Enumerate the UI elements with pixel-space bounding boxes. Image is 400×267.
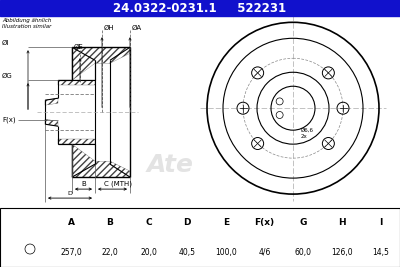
Text: 4/6: 4/6 <box>258 248 271 257</box>
Text: F(x): F(x) <box>2 117 16 123</box>
Text: 20,0: 20,0 <box>140 248 157 257</box>
Text: 2x: 2x <box>301 134 308 139</box>
Text: ØE: ØE <box>74 44 84 50</box>
Text: C: C <box>145 218 152 227</box>
Text: I: I <box>379 218 382 227</box>
Text: H: H <box>338 218 346 227</box>
Text: 40,5: 40,5 <box>179 248 196 257</box>
Text: G: G <box>300 218 307 227</box>
Text: ØH: ØH <box>104 25 115 31</box>
Text: ØG: ØG <box>2 73 13 79</box>
Text: Illustration similar: Illustration similar <box>2 24 51 29</box>
Text: 22,0: 22,0 <box>102 248 118 257</box>
Text: A: A <box>68 218 75 227</box>
Text: 14,5: 14,5 <box>372 248 389 257</box>
Text: 60,0: 60,0 <box>295 248 312 257</box>
Text: Ate: Ate <box>146 153 194 177</box>
Bar <box>0 0 400 16</box>
Text: Abbildung ähnlich: Abbildung ähnlich <box>2 18 51 23</box>
Text: E: E <box>223 218 229 227</box>
Text: F(x): F(x) <box>255 218 275 227</box>
Text: B: B <box>106 218 114 227</box>
Text: ØI: ØI <box>2 40 9 46</box>
Bar <box>0 208 400 267</box>
Text: B: B <box>81 181 86 187</box>
Text: D: D <box>68 191 72 196</box>
Text: D: D <box>184 218 191 227</box>
Text: 257,0: 257,0 <box>60 248 82 257</box>
Text: 126,0: 126,0 <box>331 248 353 257</box>
Text: C (MTH): C (MTH) <box>104 180 132 187</box>
Text: 100,0: 100,0 <box>215 248 237 257</box>
Text: Ø6,6: Ø6,6 <box>301 128 314 133</box>
Text: ØA: ØA <box>132 25 142 31</box>
Text: 24.0322-0231.1     522231: 24.0322-0231.1 522231 <box>114 2 286 15</box>
